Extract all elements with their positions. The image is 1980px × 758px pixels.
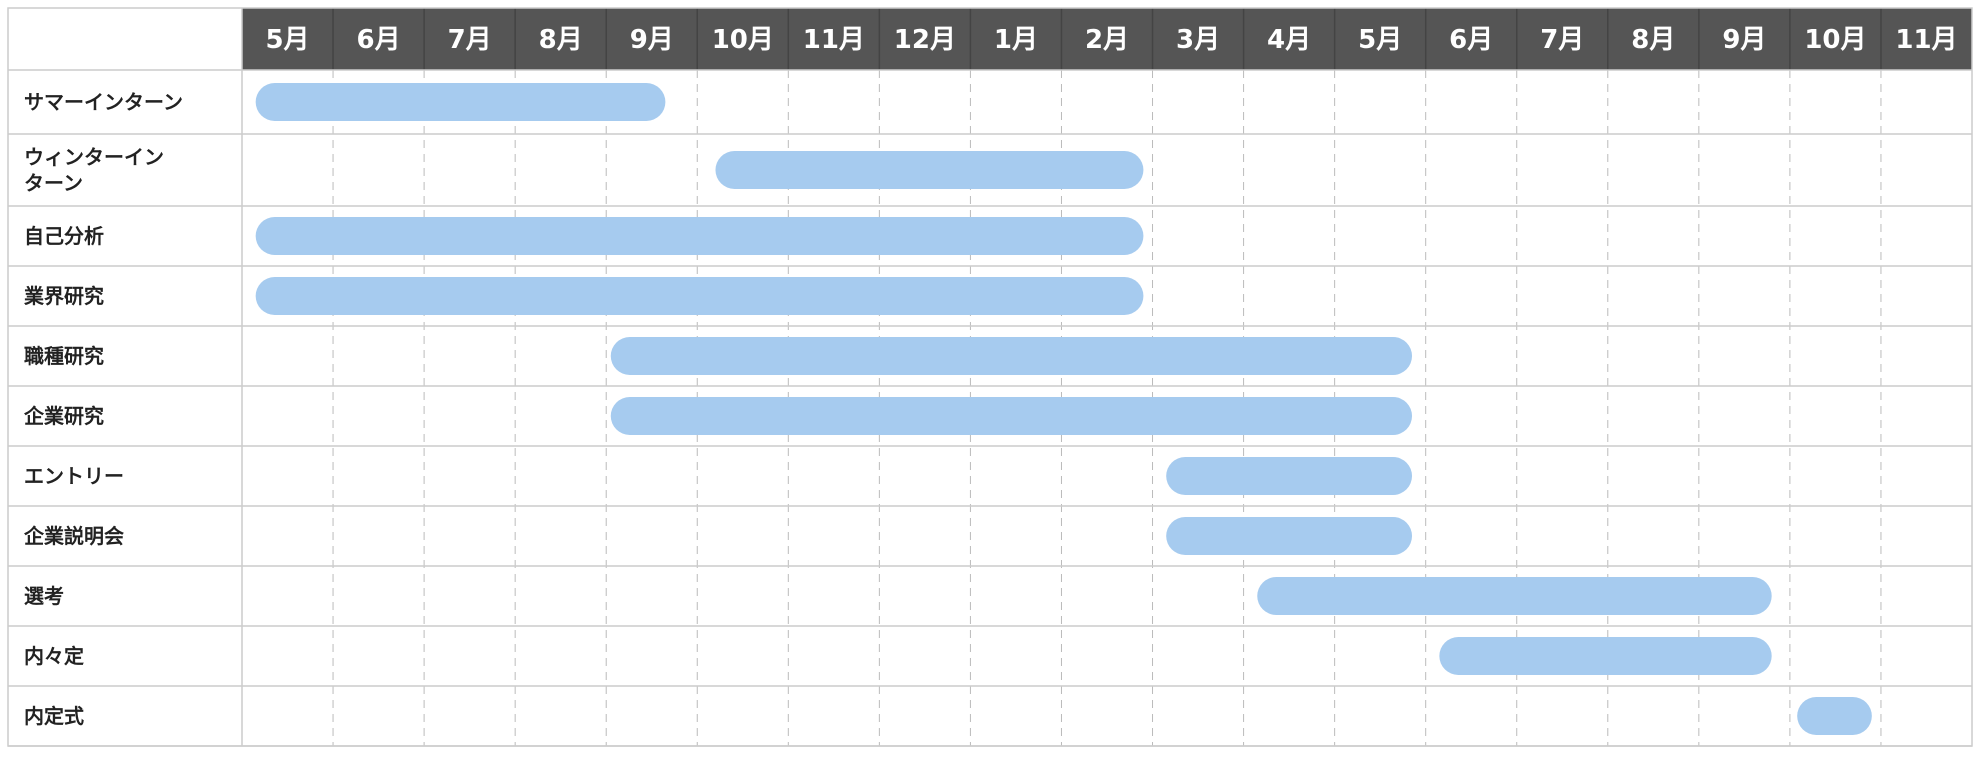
task-label: ウィンターイン <box>24 145 164 169</box>
task-label: 内定式 <box>24 704 84 728</box>
task-label: ターン <box>24 171 83 195</box>
month-label: 7月 <box>448 25 492 55</box>
task-label: 業界研究 <box>24 284 104 308</box>
month-label: 6月 <box>1449 25 1493 55</box>
task-bar <box>715 151 1144 189</box>
task-bar <box>255 217 1144 255</box>
task-label: 内々定 <box>24 644 84 668</box>
task-bar <box>1797 697 1872 735</box>
month-label: 10月 <box>712 25 774 55</box>
task-label: エントリー <box>24 464 124 488</box>
month-label: 11月 <box>1895 25 1957 55</box>
month-label: 9月 <box>1722 25 1766 55</box>
chart-background <box>8 8 1972 746</box>
month-label: 11月 <box>803 25 865 55</box>
task-bar <box>1166 517 1413 555</box>
month-label: 5月 <box>1358 25 1402 55</box>
task-label: 職種研究 <box>24 344 104 368</box>
month-header-bar <box>242 8 1972 70</box>
task-label: サマーインターン <box>24 90 183 114</box>
task-label: 選考 <box>24 584 64 608</box>
task-bar <box>610 397 1413 435</box>
month-label: 1月 <box>994 25 1038 55</box>
month-label: 8月 <box>1631 25 1675 55</box>
task-bar <box>610 337 1413 375</box>
task-bar <box>1439 637 1772 675</box>
month-label: 6月 <box>357 25 401 55</box>
month-label: 12月 <box>894 25 956 55</box>
task-label: 自己分析 <box>24 224 104 248</box>
month-label: 2月 <box>1085 25 1129 55</box>
task-bar <box>1166 457 1413 495</box>
task-bar <box>255 83 666 121</box>
month-label: 8月 <box>539 25 583 55</box>
task-bar <box>255 277 1144 315</box>
chart-border <box>7 7 1973 747</box>
month-label: 3月 <box>1176 25 1220 55</box>
task-label: 企業研究 <box>23 404 104 428</box>
month-label: 7月 <box>1540 25 1584 55</box>
month-label: 4月 <box>1267 25 1311 55</box>
month-label: 10月 <box>1804 25 1866 55</box>
month-label: 9月 <box>630 25 674 55</box>
month-label: 5月 <box>265 25 309 55</box>
task-label: 企業説明会 <box>23 524 124 548</box>
task-bar <box>1257 577 1772 615</box>
